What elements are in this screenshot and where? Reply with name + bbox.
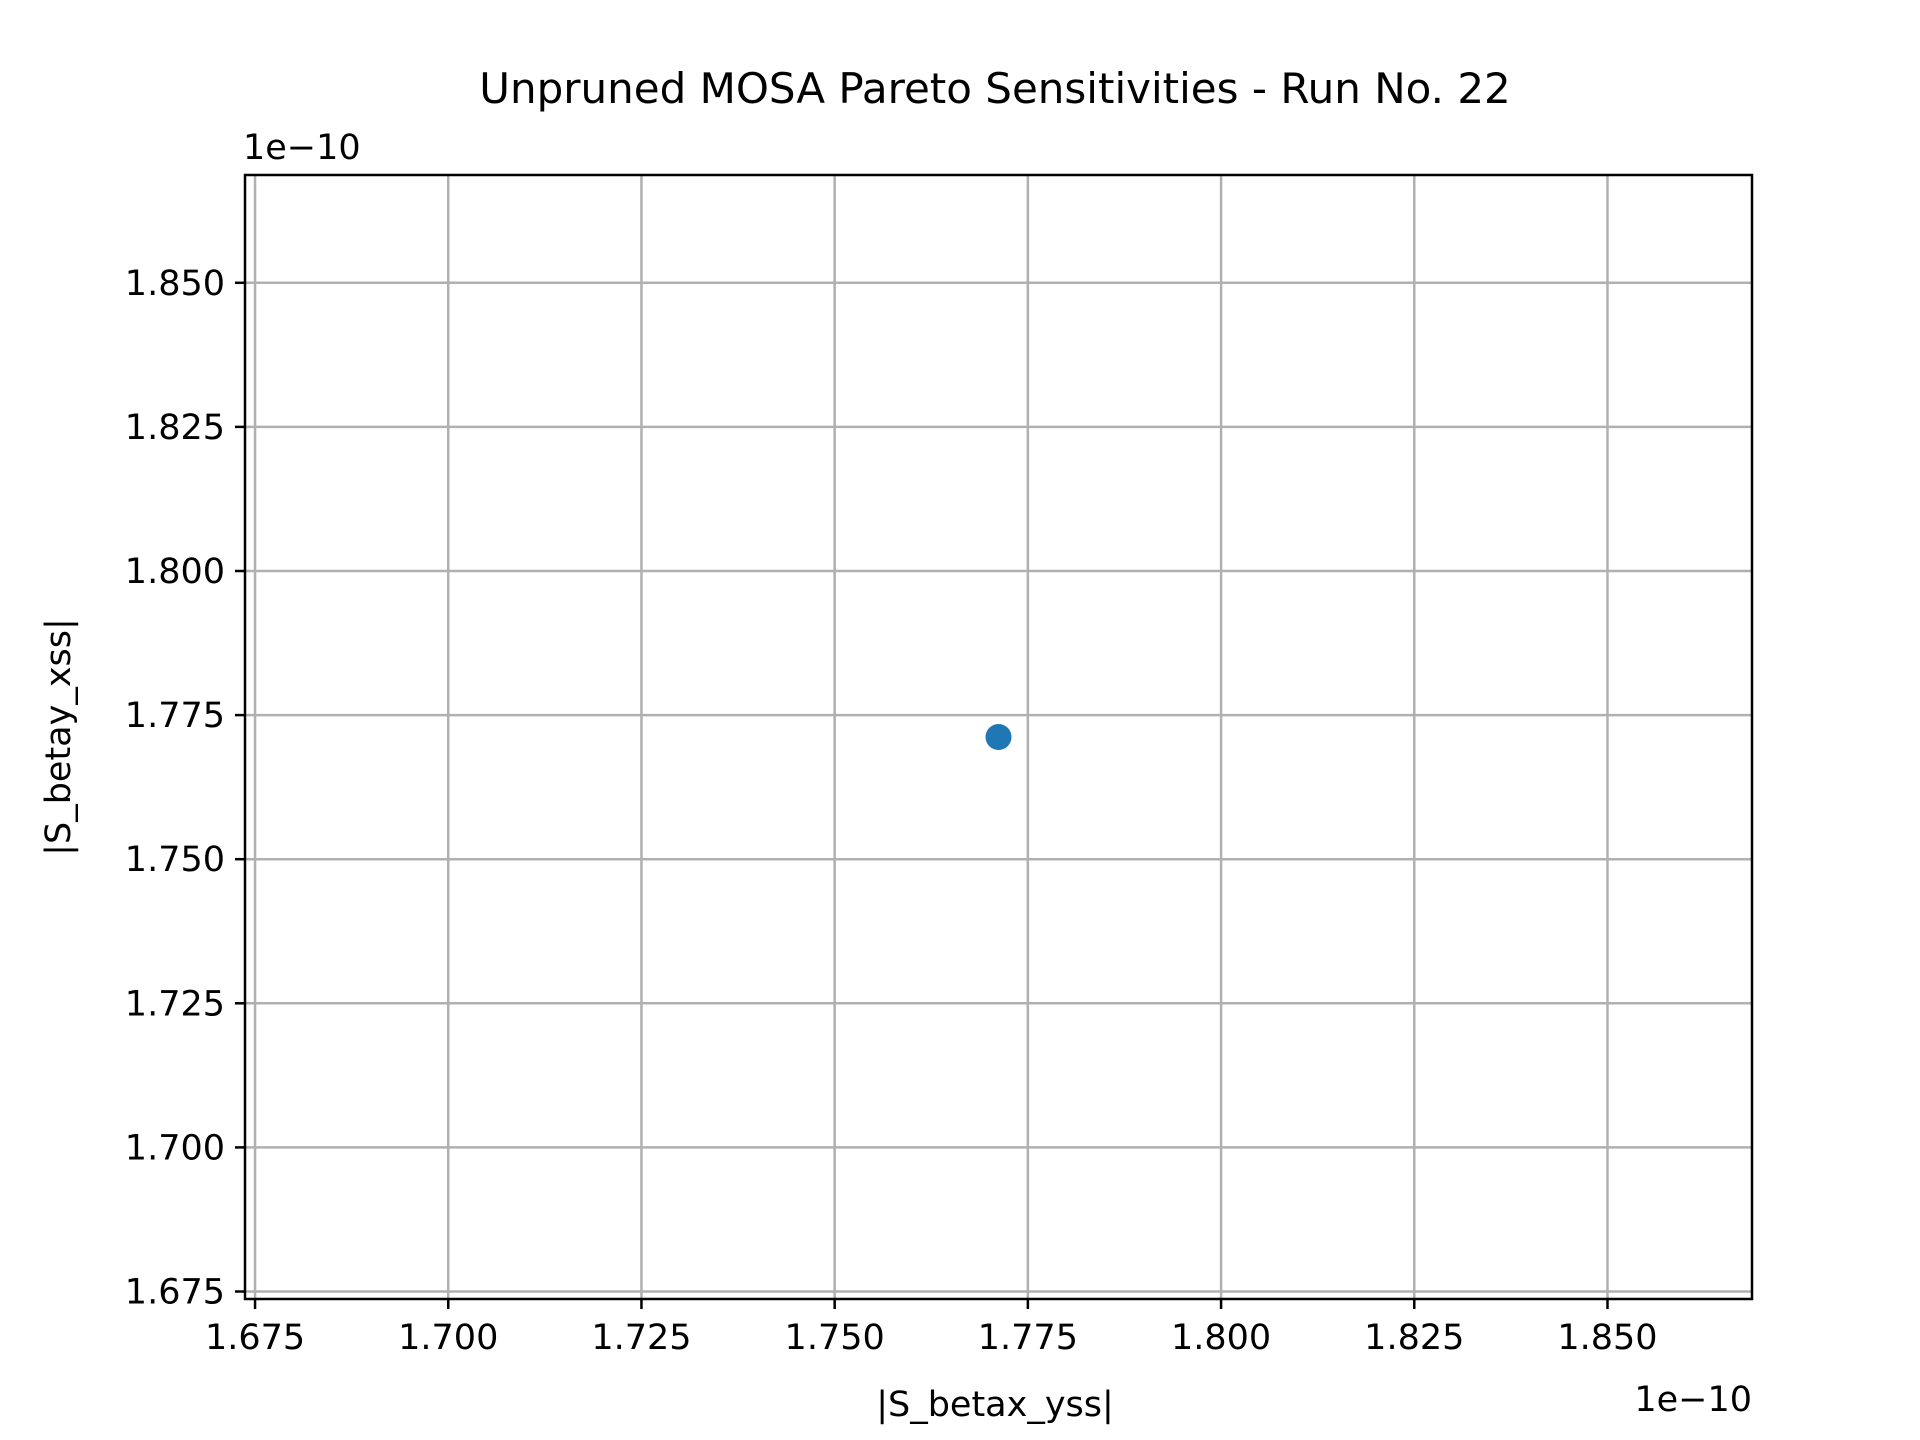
plot-frame <box>243 173 1754 1301</box>
x-axis-offset-label: 1e−10 <box>1634 1380 1752 1420</box>
x-axis-title: |S_betax_yss| <box>876 1385 1114 1425</box>
y-tick-label: 1.750 <box>125 840 225 880</box>
y-tick-label: 1.700 <box>125 1128 225 1168</box>
x-tick-label: 1.675 <box>205 1318 305 1358</box>
x-tick-label: 1.725 <box>591 1318 691 1358</box>
y-tick-label: 1.725 <box>125 984 225 1024</box>
chart-title: Unpruned MOSA Pareto Sensitivities - Run… <box>479 64 1511 113</box>
y-tick-label: 1.675 <box>125 1273 225 1313</box>
y-tick-label: 1.825 <box>125 408 225 448</box>
y-axis-offset-label: 1e−10 <box>243 128 361 168</box>
x-tick-label: 1.700 <box>398 1318 498 1358</box>
x-tick-label: 1.775 <box>978 1318 1078 1358</box>
y-tick-label: 1.850 <box>125 264 225 304</box>
data-point <box>985 724 1012 750</box>
x-tick-label: 1.825 <box>1364 1318 1464 1358</box>
x-tick-label: 1.750 <box>785 1318 885 1358</box>
grid <box>245 175 1752 1299</box>
x-tick-label: 1.800 <box>1171 1318 1271 1358</box>
y-tick-label: 1.800 <box>125 552 225 592</box>
data-points <box>985 724 1012 750</box>
x-axis-ticks: 1.675 1.700 1.725 1.750 1.775 1.800 1.825 1.850 <box>205 1299 1658 1358</box>
y-tick-label: 1.775 <box>125 696 225 736</box>
x-tick-label: 1.850 <box>1557 1318 1657 1358</box>
y-axis-title: |S_betay_xss| <box>39 618 79 856</box>
y-axis-ticks: 1.675 1.700 1.725 1.750 1.775 1.800 1.825 1.850 <box>125 264 245 1313</box>
